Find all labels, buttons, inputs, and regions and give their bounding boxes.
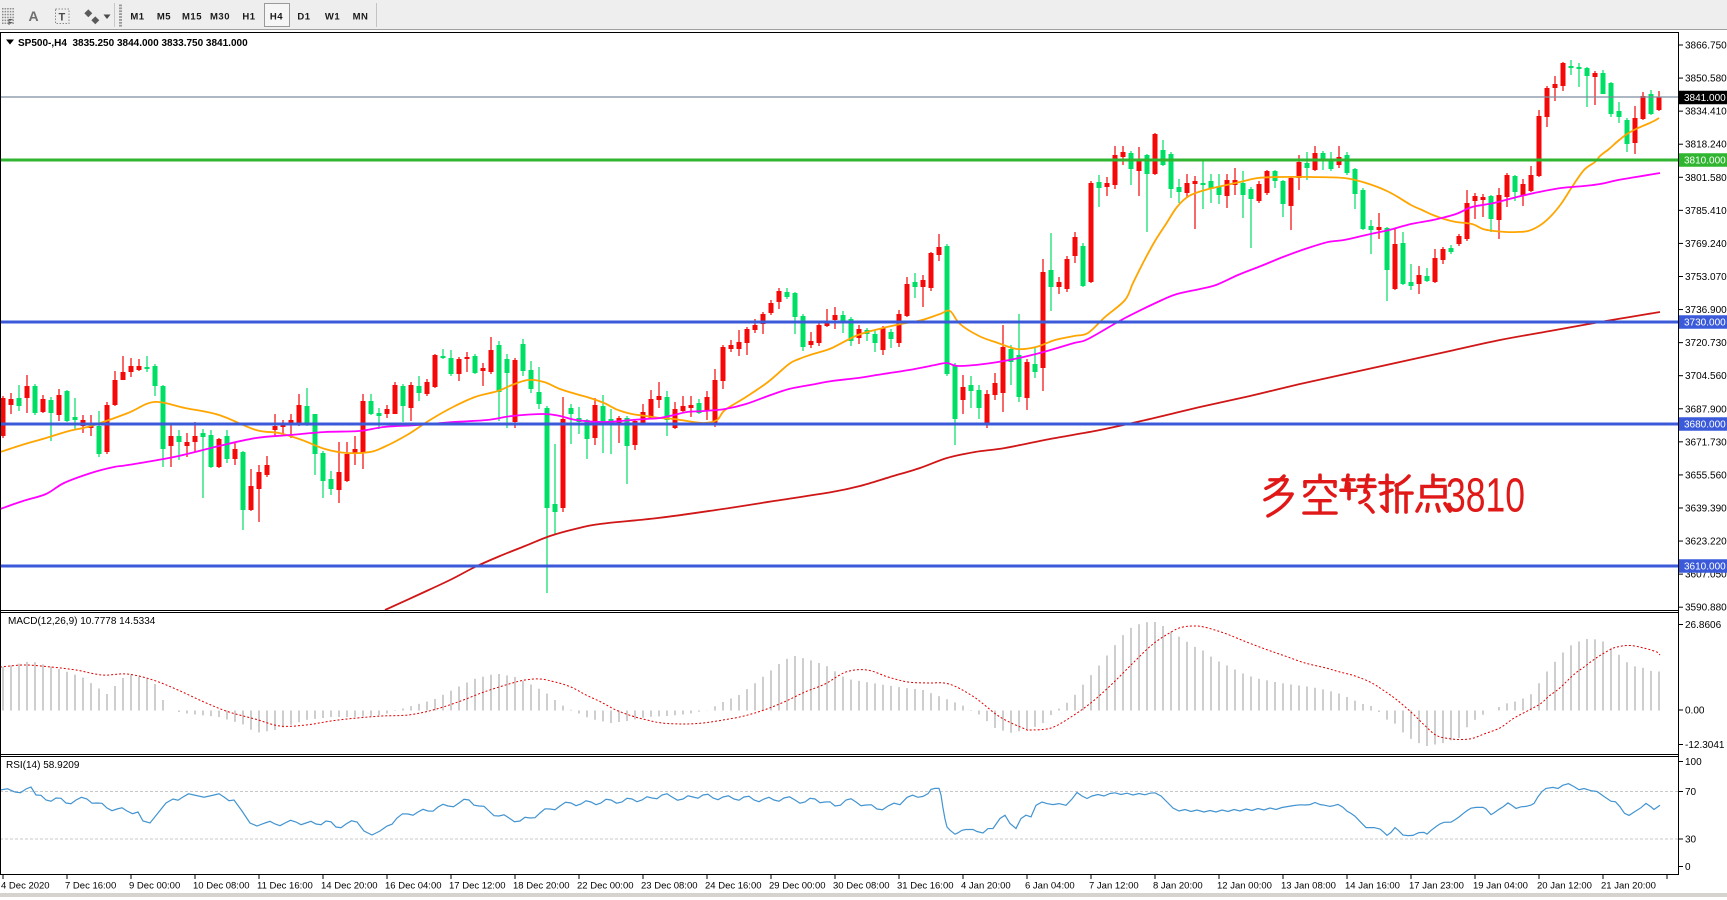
svg-text:T: T — [59, 12, 66, 24]
svg-text:3655.560: 3655.560 — [1685, 470, 1727, 481]
svg-text:14 Dec 20:00: 14 Dec 20:00 — [321, 881, 378, 892]
svg-text:22 Dec 00:00: 22 Dec 00:00 — [577, 881, 634, 892]
svg-text:H1: H1 — [242, 12, 255, 23]
svg-text:3590.880: 3590.880 — [1685, 603, 1727, 614]
svg-text:0.00: 0.00 — [1685, 706, 1705, 717]
svg-text:SP500-,H4 3835.250 3844.000 3: SP500-,H4 3835.250 3844.000 3833.750 384… — [18, 38, 248, 49]
svg-text:M30: M30 — [210, 12, 230, 23]
svg-text:4 Dec 2020: 4 Dec 2020 — [1, 881, 50, 892]
svg-text:100: 100 — [1685, 757, 1702, 768]
svg-text:31 Dec 16:00: 31 Dec 16:00 — [897, 881, 954, 892]
svg-text:3704.560: 3704.560 — [1685, 371, 1727, 382]
svg-text:3866.750: 3866.750 — [1685, 41, 1727, 52]
svg-text:-12.3041: -12.3041 — [1685, 740, 1725, 751]
svg-text:F: F — [8, 18, 13, 27]
svg-text:3801.580: 3801.580 — [1685, 173, 1727, 184]
svg-text:7 Dec 16:00: 7 Dec 16:00 — [65, 881, 116, 892]
svg-text:M5: M5 — [157, 12, 171, 23]
svg-text:3785.410: 3785.410 — [1685, 206, 1727, 217]
svg-text:18 Dec 20:00: 18 Dec 20:00 — [513, 881, 570, 892]
svg-text:3769.240: 3769.240 — [1685, 239, 1727, 250]
svg-text:3810.000: 3810.000 — [1684, 156, 1726, 167]
svg-text:3671.730: 3671.730 — [1685, 437, 1727, 448]
svg-text:3753.070: 3753.070 — [1685, 272, 1727, 283]
svg-text:3610.000: 3610.000 — [1684, 562, 1726, 573]
svg-text:12 Jan 00:00: 12 Jan 00:00 — [1217, 881, 1272, 892]
svg-text:3810: 3810 — [1446, 470, 1525, 523]
svg-text:26.8606: 26.8606 — [1685, 620, 1722, 631]
svg-text:RSI(14) 58.9209: RSI(14) 58.9209 — [6, 760, 80, 771]
svg-text:3818.240: 3818.240 — [1685, 140, 1727, 151]
svg-text:11 Dec 16:00: 11 Dec 16:00 — [257, 881, 313, 892]
svg-text:3623.220: 3623.220 — [1685, 537, 1727, 548]
svg-text:D1: D1 — [297, 12, 310, 23]
svg-text:29 Dec 00:00: 29 Dec 00:00 — [769, 881, 826, 892]
svg-text:6 Jan 04:00: 6 Jan 04:00 — [1025, 881, 1075, 892]
svg-text:W1: W1 — [325, 12, 340, 23]
svg-text:4 Jan 20:00: 4 Jan 20:00 — [961, 881, 1011, 892]
svg-text:24 Dec 16:00: 24 Dec 16:00 — [705, 881, 762, 892]
svg-text:M1: M1 — [130, 12, 144, 23]
svg-text:0: 0 — [1685, 862, 1691, 873]
svg-text:13 Jan 08:00: 13 Jan 08:00 — [1281, 881, 1336, 892]
svg-text:3687.900: 3687.900 — [1685, 404, 1727, 415]
svg-text:MACD(12,26,9) 10.7778 14.5334: MACD(12,26,9) 10.7778 14.5334 — [8, 616, 156, 627]
svg-text:17 Jan 23:00: 17 Jan 23:00 — [1409, 881, 1464, 892]
svg-text:23 Dec 08:00: 23 Dec 08:00 — [641, 881, 698, 892]
svg-text:70: 70 — [1685, 787, 1697, 798]
svg-text:3841.000: 3841.000 — [1684, 93, 1726, 104]
svg-text:3639.390: 3639.390 — [1685, 503, 1727, 514]
svg-text:3834.410: 3834.410 — [1685, 107, 1727, 118]
svg-text:20 Jan 12:00: 20 Jan 12:00 — [1537, 881, 1592, 892]
svg-text:A: A — [29, 8, 39, 24]
svg-text:17 Dec 12:00: 17 Dec 12:00 — [449, 881, 506, 892]
svg-text:3736.900: 3736.900 — [1685, 305, 1727, 316]
svg-text:9 Dec 00:00: 9 Dec 00:00 — [129, 881, 180, 892]
svg-text:8 Jan 20:00: 8 Jan 20:00 — [1153, 881, 1203, 892]
svg-text:MN: MN — [353, 12, 369, 23]
svg-text:19 Jan 04:00: 19 Jan 04:00 — [1473, 881, 1528, 892]
svg-text:10 Dec 08:00: 10 Dec 08:00 — [193, 881, 250, 892]
svg-text:3720.730: 3720.730 — [1685, 338, 1727, 349]
svg-text:21 Jan 20:00: 21 Jan 20:00 — [1601, 881, 1656, 892]
svg-text:7 Jan 12:00: 7 Jan 12:00 — [1089, 881, 1139, 892]
svg-text:3607.050: 3607.050 — [1685, 570, 1727, 581]
svg-text:16 Dec 04:00: 16 Dec 04:00 — [385, 881, 442, 892]
svg-text:H4: H4 — [270, 12, 283, 23]
svg-text:M15: M15 — [182, 12, 202, 23]
svg-text:14 Jan 16:00: 14 Jan 16:00 — [1345, 881, 1400, 892]
svg-text:3680.000: 3680.000 — [1684, 420, 1726, 431]
svg-text:30: 30 — [1685, 835, 1697, 846]
svg-text:30 Dec 08:00: 30 Dec 08:00 — [833, 881, 890, 892]
svg-text:3850.580: 3850.580 — [1685, 74, 1727, 85]
svg-text:3730.000: 3730.000 — [1684, 318, 1726, 329]
